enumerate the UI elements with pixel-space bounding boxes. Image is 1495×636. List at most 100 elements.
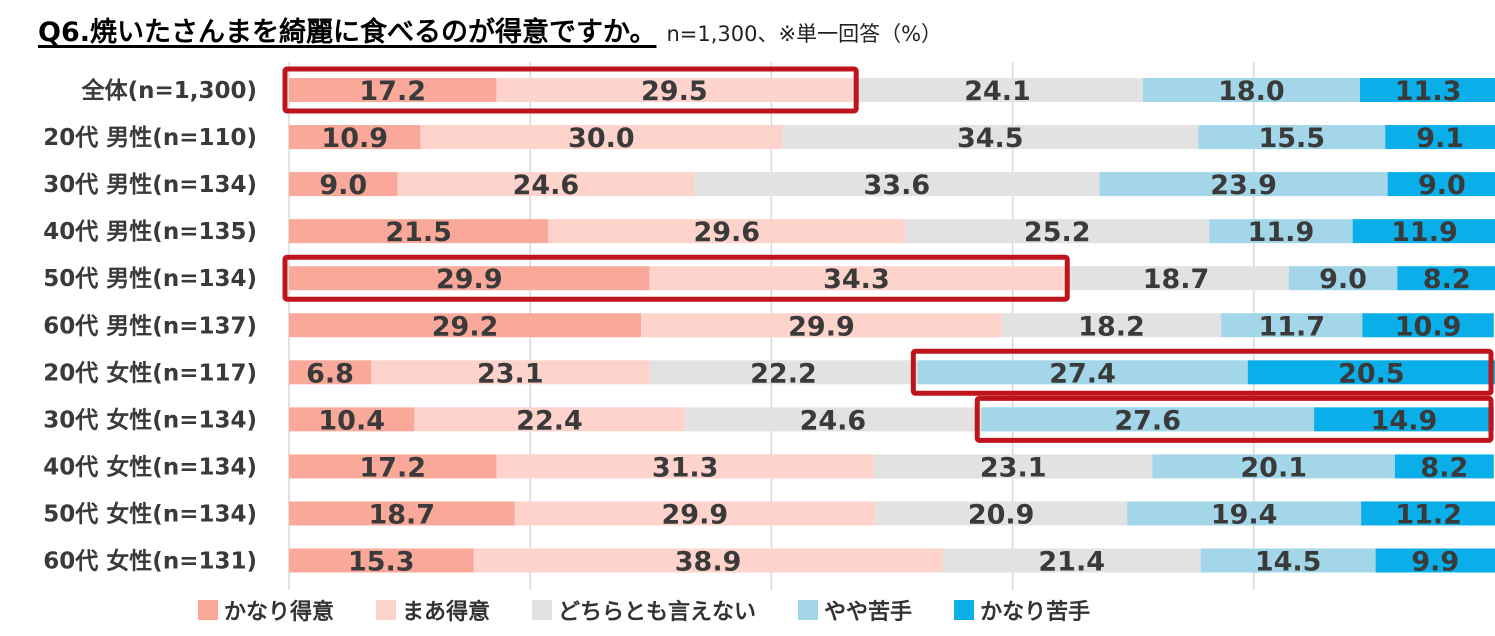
category-label: 50代 女性(n=134) [43, 500, 257, 527]
bar-segment [684, 407, 982, 432]
legend-label: まあ得意 [402, 600, 491, 625]
bar-segment [1099, 172, 1388, 197]
data-label: 22.4 [516, 405, 583, 436]
bar-segment [1221, 313, 1363, 338]
bar-segment [514, 501, 876, 526]
chart-title: Q6.焼いたさんまを綺麗に食べるのが得意ですか。 [38, 17, 657, 48]
data-label: 27.4 [1049, 358, 1116, 389]
data-label: 29.6 [693, 217, 760, 248]
data-label: 17.2 [359, 452, 426, 483]
bar-segment [1385, 125, 1495, 150]
legend-label: どちらとも言えない [558, 600, 757, 625]
bar-segment [649, 266, 1064, 291]
bar-segment [1001, 313, 1222, 338]
bar-segment [1314, 407, 1494, 432]
chart-legend: かなり得意 まあ得意 どちらとも言えない やや苦手 かなり苦手 [198, 594, 1132, 626]
chart-subtitle: n=1,300、※単一回答（%） [666, 22, 943, 46]
bar-segment [1200, 548, 1376, 573]
bar-segment [1142, 78, 1360, 102]
data-label: 23.1 [980, 452, 1047, 483]
bar-segment [1063, 266, 1289, 291]
bar-segment [1397, 266, 1495, 291]
bar-segment [694, 172, 1100, 197]
chart-title-block: Q6.焼いたさんまを綺麗に食べるのが得意ですか。 n=1,300、※単一回答（%） [38, 10, 942, 49]
bar-segment [289, 313, 642, 338]
data-label: 29.5 [641, 76, 708, 107]
bar-segment [875, 501, 1128, 526]
legend-item: かなり得意 [198, 594, 334, 626]
data-label: 24.1 [964, 76, 1031, 107]
bar-segment [1288, 266, 1398, 291]
data-label: 10.9 [321, 123, 388, 154]
data-label: 9.0 [1319, 264, 1367, 295]
bar-segment [548, 219, 906, 244]
data-label: 9.0 [1418, 170, 1466, 201]
data-label: 21.4 [1038, 547, 1105, 578]
data-label: 8.2 [1420, 452, 1468, 483]
bar-segment [1352, 219, 1495, 244]
category-label: 30代 男性(n=134) [43, 172, 257, 198]
data-label: 8.2 [1423, 264, 1471, 295]
highlight-box [282, 66, 859, 114]
bar-segment [289, 219, 549, 244]
legend-label: かなり得意 [224, 600, 335, 625]
data-label: 31.3 [652, 452, 719, 483]
data-label: 15.5 [1258, 123, 1325, 154]
category-label: 20代 男性(n=110) [43, 125, 257, 151]
data-label: 25.2 [1024, 217, 1091, 248]
bar-segment [414, 407, 685, 432]
data-label: 24.6 [513, 170, 580, 201]
data-label: 9.0 [319, 170, 367, 201]
bar-segment [1209, 219, 1353, 244]
bar-segment [289, 501, 515, 526]
bar-segment [289, 360, 372, 385]
bar-segment [1387, 172, 1495, 197]
bar-segment [289, 172, 398, 197]
category-label: 20代 女性(n=117) [43, 359, 257, 386]
legend-item: どちらとも言えない [532, 594, 756, 626]
bar-segment [1247, 360, 1495, 385]
data-label: 20.1 [1240, 452, 1307, 483]
bar-segment [873, 454, 1153, 479]
data-label: 11.9 [1248, 217, 1315, 248]
data-label: 15.3 [348, 547, 415, 578]
data-label: 9.1 [1416, 123, 1464, 154]
data-label: 38.9 [675, 547, 742, 578]
bar-segment [289, 407, 415, 432]
data-label: 20.5 [1338, 358, 1405, 389]
data-label: 29.9 [788, 311, 855, 342]
data-label: 11.2 [1395, 499, 1462, 530]
data-label: 29.9 [436, 264, 503, 295]
bar-segment [1394, 454, 1494, 479]
data-label: 14.9 [1371, 405, 1438, 436]
data-label: 17.2 [359, 76, 426, 107]
data-label: 11.7 [1258, 311, 1325, 342]
bar-segment [473, 548, 943, 573]
bar-segment [397, 172, 695, 197]
bar-segment [496, 454, 874, 479]
legend-item: かなり苦手 [954, 594, 1090, 626]
bar-segment [496, 78, 853, 102]
data-label: 18.7 [368, 499, 435, 530]
data-label: 11.9 [1391, 217, 1458, 248]
data-label: 14.5 [1255, 547, 1322, 578]
data-label: 30.0 [568, 123, 635, 154]
category-label: 全体(n=1,300) [81, 77, 257, 104]
legend-swatch [798, 600, 819, 620]
bar-segment [917, 360, 1248, 385]
data-label: 29.2 [432, 311, 499, 342]
bar-segment [1361, 501, 1495, 526]
bar-segment [289, 454, 497, 479]
bar-segment [649, 360, 918, 385]
data-label: 20.9 [968, 499, 1035, 530]
bar-segment [1359, 78, 1495, 102]
bar-segment [289, 266, 650, 291]
legend-item: やや苦手 [798, 594, 912, 626]
bar-segment [420, 125, 783, 150]
data-label: 23.9 [1210, 170, 1277, 201]
data-label: 6.8 [306, 358, 354, 389]
data-label: 10.9 [1395, 311, 1462, 342]
category-label: 40代 女性(n=134) [43, 453, 257, 480]
data-label: 23.1 [477, 358, 544, 389]
bar-segment [981, 407, 1315, 432]
